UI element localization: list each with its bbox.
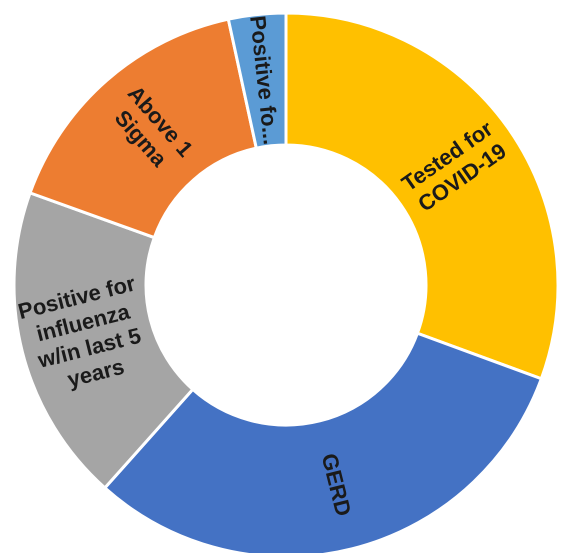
slice-gerd bbox=[102, 331, 544, 558]
slice-positive-for-influenza-w-in-last-5-years bbox=[12, 190, 195, 491]
slice-above-1-sigma bbox=[28, 17, 259, 240]
slice-positive-fo bbox=[226, 11, 288, 150]
slice-tested-for-covid-19 bbox=[284, 11, 560, 381]
slices-layer bbox=[12, 11, 560, 558]
